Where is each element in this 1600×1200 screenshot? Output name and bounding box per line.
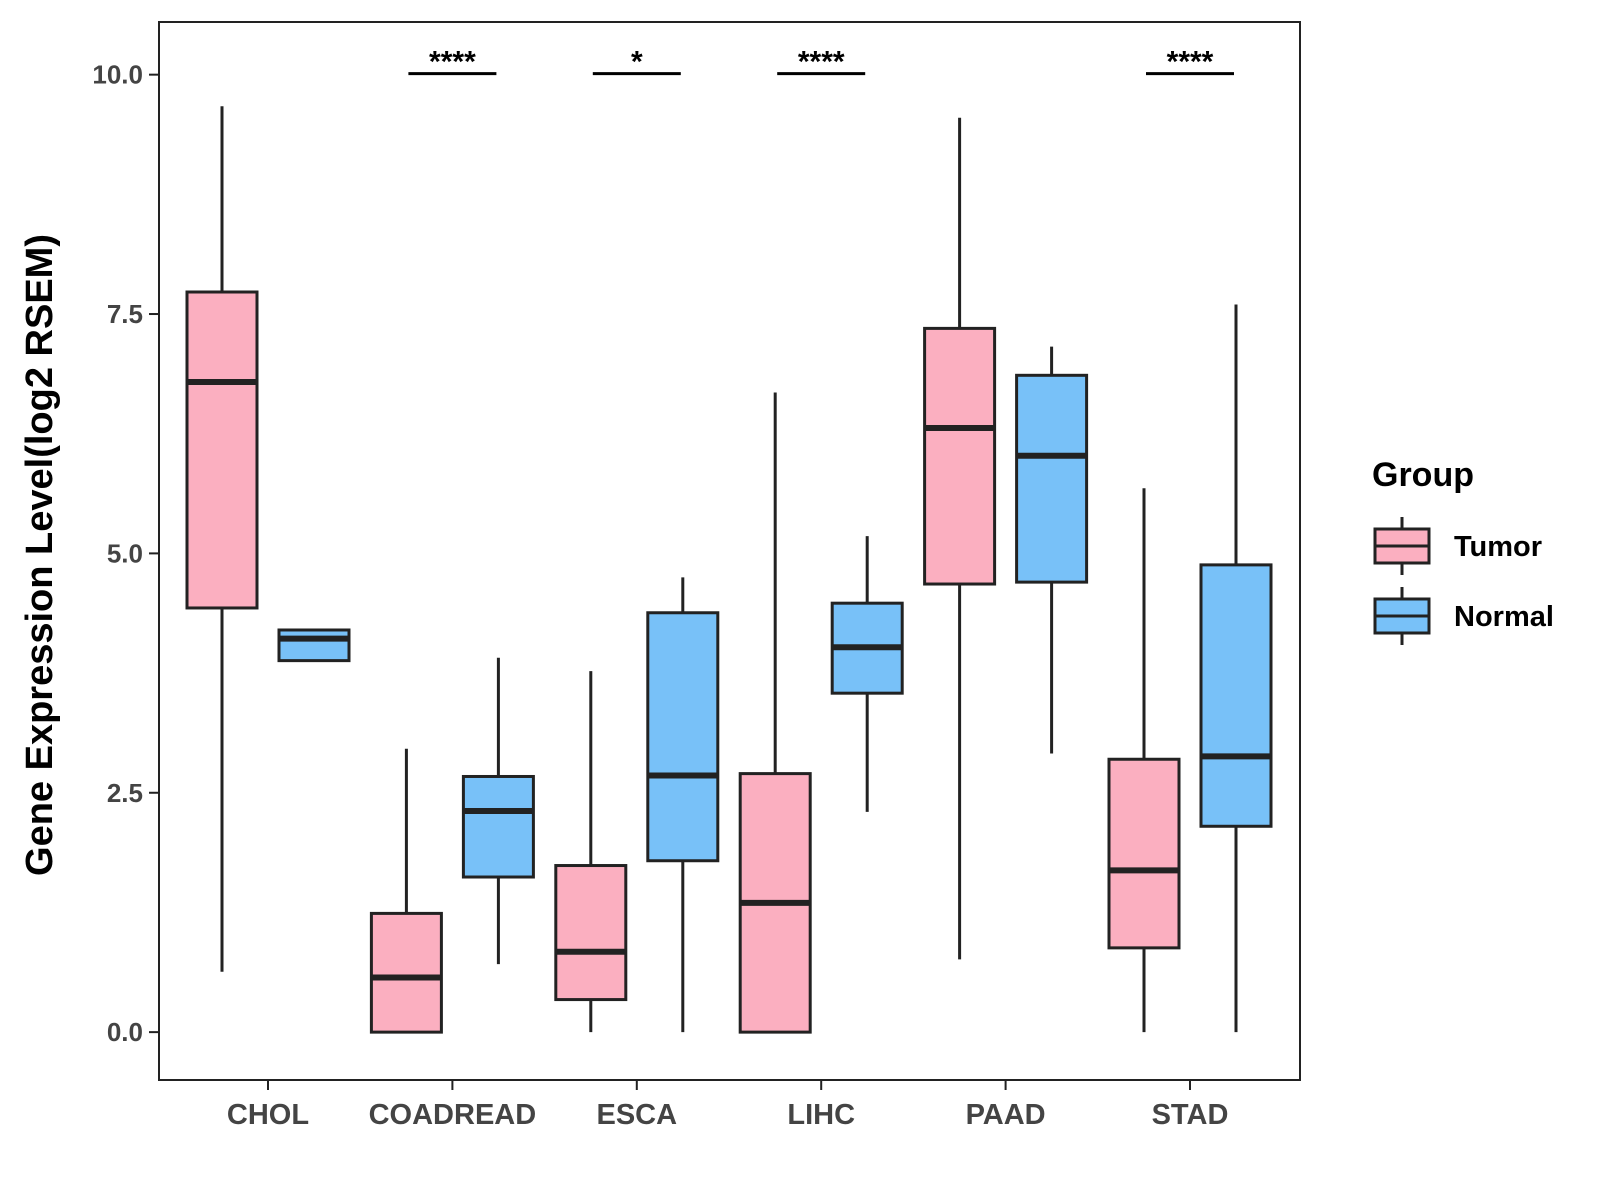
box-body xyxy=(277,628,351,663)
box-body xyxy=(461,774,535,879)
legend-key-tumor xyxy=(1373,517,1431,575)
x-tick-label: STAD xyxy=(1152,1099,1229,1131)
y-tick-label: 2.5 xyxy=(107,778,143,808)
y-tick-label: 0.0 xyxy=(107,1017,143,1047)
box-body xyxy=(185,290,259,610)
box-body xyxy=(554,864,628,1002)
y-tick-label: 5.0 xyxy=(107,538,143,568)
box-normal-stad xyxy=(1199,304,1273,1033)
legend: Group Tumor Normal xyxy=(1372,456,1554,645)
significance-label-esca: * xyxy=(631,46,643,79)
x-tick-label: COADREAD xyxy=(369,1099,537,1131)
box-tumor-chol xyxy=(185,106,259,972)
box-normal-chol xyxy=(277,628,351,663)
box-body xyxy=(1107,757,1181,950)
box-body xyxy=(646,611,720,863)
significance-label-stad: **** xyxy=(1167,46,1214,79)
plot-panel-border xyxy=(158,21,1301,1081)
y-tick-label: 7.5 xyxy=(107,299,143,329)
box-normal-lihc xyxy=(830,536,904,812)
y-tick-label: 10.0 xyxy=(92,60,143,90)
x-tick-label: ESCA xyxy=(597,1099,678,1131)
y-axis-label: Gene Expression Level(log2 RSEM) xyxy=(19,234,61,876)
legend-label-normal: Normal xyxy=(1454,601,1554,633)
box-normal-coadread xyxy=(461,657,535,965)
box-tumor-lihc xyxy=(738,392,812,1034)
box-body xyxy=(1199,563,1273,828)
box-tumor-esca xyxy=(554,671,628,1033)
x-tick-label: LIHC xyxy=(787,1099,855,1131)
significance-label-coadread: **** xyxy=(429,46,476,79)
box-tumor-stad xyxy=(1107,488,1181,1033)
legend-label-tumor: Tumor xyxy=(1454,531,1542,563)
box-tumor-paad xyxy=(923,117,997,960)
legend-key-normal xyxy=(1373,587,1431,645)
box-body xyxy=(369,911,443,1034)
box-body xyxy=(1015,373,1089,584)
box-body xyxy=(923,326,997,586)
box-normal-esca xyxy=(646,577,720,1033)
significance-label-lihc: **** xyxy=(798,46,845,79)
box-normal-paad xyxy=(1015,346,1089,754)
x-tick-label: CHOL xyxy=(227,1099,309,1131)
box-tumor-coadread xyxy=(369,748,443,1034)
legend-title: Group xyxy=(1372,456,1474,494)
x-tick-label: PAAD xyxy=(966,1099,1046,1131)
